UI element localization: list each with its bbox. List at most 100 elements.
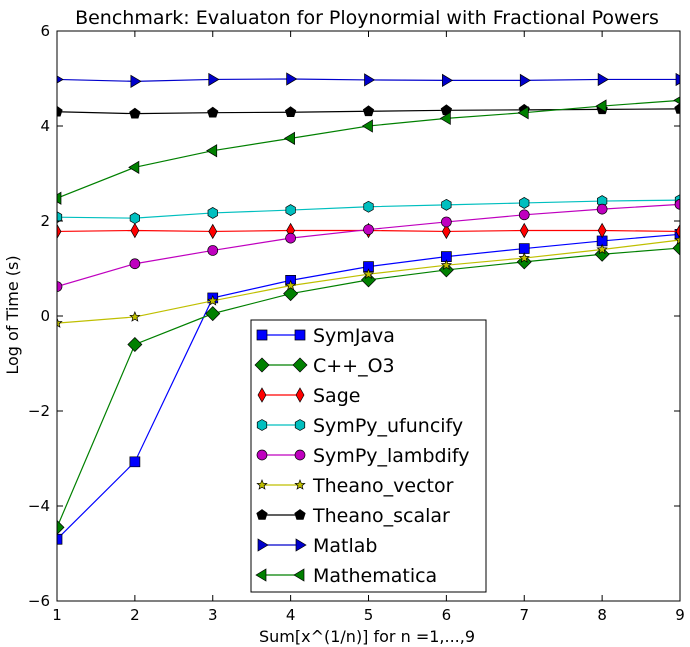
y-tick-label: 4 [40,117,50,135]
legend-entry: Mathematica [255,565,437,587]
x-tick-label: 2 [130,606,140,624]
legend-label: SymPy_ufuncify [313,415,463,437]
legend-label: Mathematica [313,565,437,587]
data-point [129,456,141,468]
x-tick-label: 7 [519,606,529,624]
legend-marker [256,449,268,461]
data-point [284,279,297,291]
data-point [594,246,610,262]
data-point [57,519,65,535]
legend-label: SymJava [313,325,395,347]
data-point [439,111,451,126]
data-point [441,251,452,262]
data-point [130,222,140,239]
data-point [672,240,680,256]
x-tick-label: 1 [52,606,62,624]
series-c-o3 [57,240,680,535]
legend-marker [257,538,269,552]
legend-marker [255,568,267,582]
legend: SymJava C++_O3 Sage SymPy_ufuncify SymPy_lam… [250,319,487,593]
data-point [206,144,218,158]
y-tick-label: 6 [40,22,50,40]
data-point [57,211,63,224]
legend-entry: SymPy_ufuncify [256,415,463,437]
series-theano-vector [57,234,680,328]
legend-marker [294,479,306,490]
legend-marker [292,357,308,373]
x-tick-label: 5 [364,606,374,624]
data-point [285,232,296,244]
legend-marker [256,329,268,341]
data-point [674,234,680,245]
data-point [207,106,219,118]
data-point [518,209,530,221]
legend-marker [294,329,306,341]
legend-marker [294,419,306,431]
data-point [284,106,297,118]
data-point [130,74,142,88]
legend-marker [254,357,270,373]
data-point [207,294,219,306]
data-point [283,286,299,302]
legend-entry: C++_O3 [254,355,395,377]
y-tick-label: 0 [40,307,50,325]
data-point [207,245,219,256]
legend-label: SymPy_lambdify [313,445,469,467]
data-point [286,72,298,86]
data-point [675,223,680,240]
x-tick-label: 9 [675,606,685,624]
legend-label: Theano_scalar [312,505,450,527]
legend-label: Sage [313,385,360,407]
legend-marker [294,509,306,520]
data-point [363,224,374,235]
legend-marker [257,387,267,403]
data-point [57,317,63,328]
x-axis-label: Sum[x^(1/n)] for n =1,...,9 [259,627,475,646]
data-point [129,212,140,225]
data-point [208,72,220,87]
legend-marker [295,538,307,552]
data-point [362,268,375,280]
data-point [441,223,451,240]
data-point [518,252,530,263]
data-point [207,207,218,219]
legend-label: C++_O3 [313,355,395,377]
data-point [674,102,680,114]
y-tick-label: −4 [28,497,50,515]
data-point [595,99,607,113]
legend-entry: Sage [257,385,360,407]
data-point [519,197,530,209]
data-point [363,200,374,213]
data-point [596,243,608,255]
data-point [205,306,221,322]
data-point [674,199,680,210]
data-point [519,73,531,88]
data-point [127,337,143,352]
data-point [596,235,608,247]
data-point [597,222,607,239]
data-point [440,259,453,270]
y-tick-label: −2 [28,402,50,420]
data-point [597,72,609,87]
data-point [361,272,376,288]
data-point [442,73,454,88]
data-point [57,191,62,205]
data-point [361,119,373,133]
series-theano-scalar [57,102,680,119]
y-axis-label: Log of Time (s) [3,255,22,374]
data-point [518,243,530,254]
data-point [441,216,452,228]
data-point [519,222,529,239]
data-point [208,223,218,240]
data-point [364,73,376,87]
data-point [673,96,680,105]
data-point [596,203,608,215]
x-tick-label: 3 [208,606,218,624]
data-point [517,106,529,120]
y-tick-label: 2 [40,212,50,230]
legend-marker [256,509,268,520]
y-tick-label: −6 [28,592,50,610]
series-mathematica [57,96,680,205]
legend-label: Theano_vector [312,475,454,497]
